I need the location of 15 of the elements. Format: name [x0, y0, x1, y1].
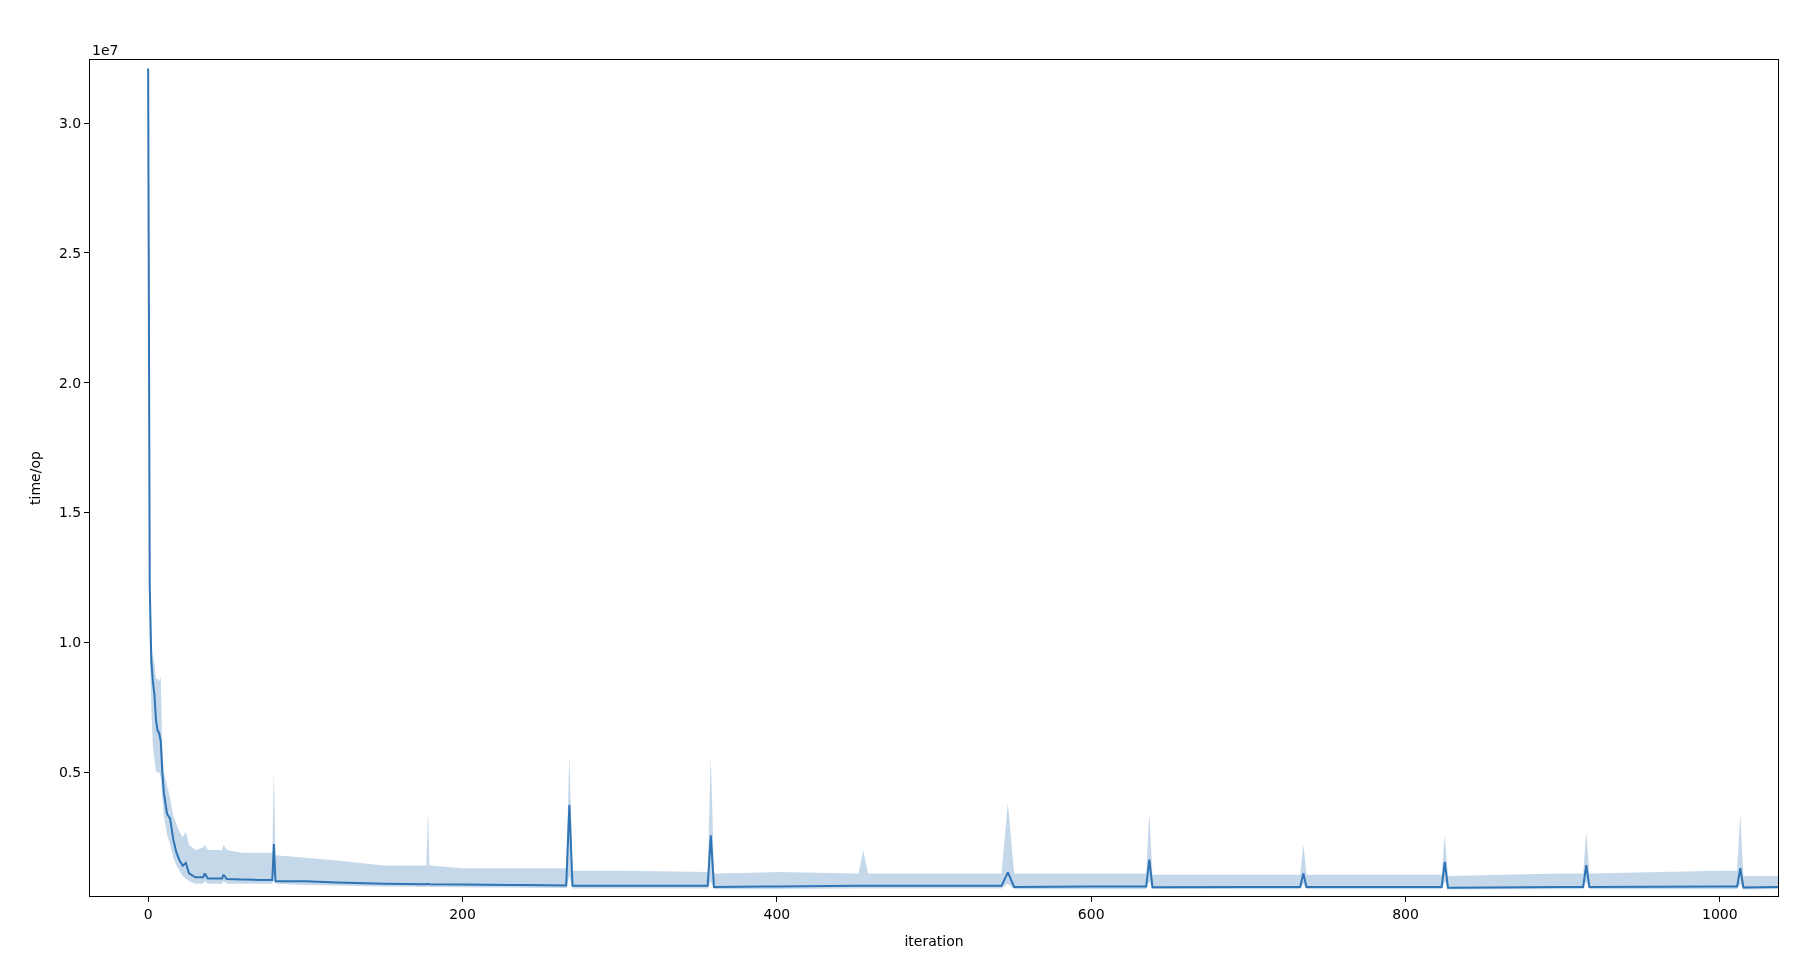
y-tick-label: 1.5: [58, 504, 82, 521]
x-tick-label: 0: [143, 905, 153, 922]
x-axis-title: iteration: [904, 933, 964, 950]
y-tick-label: 0.5: [58, 764, 82, 781]
y-tick-label: 3.0: [58, 114, 82, 131]
y-tick-label: 2.5: [58, 244, 82, 261]
y-tick-label: 2.0: [58, 374, 82, 391]
text: 1e7: [92, 42, 119, 58]
x-tick-label: 1000: [1702, 905, 1738, 922]
x-tick-label: 400: [763, 905, 791, 922]
x-tick-label: 200: [449, 905, 476, 922]
y-axis-title: time/op: [26, 450, 43, 505]
x-tick-label: 600: [1077, 905, 1105, 922]
x-tick-label: 800: [1392, 905, 1419, 922]
y-tick-label: 1.0: [58, 634, 82, 651]
